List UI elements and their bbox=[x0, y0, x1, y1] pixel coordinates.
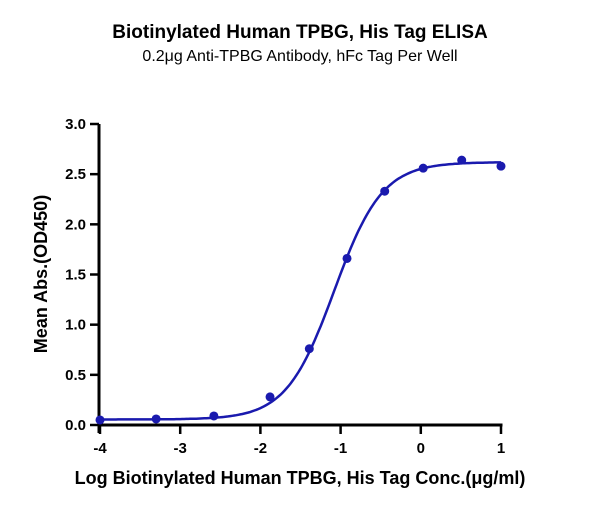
y-tick-label: 2.5 bbox=[65, 166, 86, 183]
data-point bbox=[95, 415, 105, 425]
y-tick-label: 1.0 bbox=[65, 317, 86, 334]
x-tick-label: 1 bbox=[497, 440, 505, 457]
data-point bbox=[265, 392, 275, 402]
data-point bbox=[209, 411, 219, 421]
y-tick-label: 1.5 bbox=[65, 267, 86, 284]
data-point bbox=[418, 163, 428, 173]
x-tick-label: -4 bbox=[93, 440, 107, 457]
x-tick-label: 0 bbox=[417, 440, 425, 457]
x-tick-label: -2 bbox=[254, 440, 267, 457]
x-tick-label: -1 bbox=[334, 440, 347, 457]
fit-curve bbox=[100, 161, 501, 421]
data-point bbox=[380, 186, 390, 196]
y-tick-label: 3.0 bbox=[65, 116, 86, 133]
data-point bbox=[304, 344, 314, 354]
y-axis-label: Mean Abs.(OD450) bbox=[31, 195, 51, 353]
y-tick-label: 2.0 bbox=[65, 216, 86, 233]
data-point bbox=[496, 161, 506, 171]
data-point bbox=[342, 253, 352, 263]
axes: 0.0 0.5 1.0 1.5 2.0 2.5 3.0 -4 -3 -2 -1 0 1 bbox=[65, 116, 505, 457]
x-axis-label: Log Biotinylated Human TPBG, His Tag Con… bbox=[75, 468, 526, 488]
x-tick-label: -3 bbox=[174, 440, 187, 457]
data-point bbox=[457, 155, 467, 165]
chart-title: Biotinylated Human TPBG, His Tag ELISA bbox=[112, 22, 488, 43]
y-tick-label: 0.5 bbox=[65, 367, 86, 384]
chart-subtitle: 0.2μg Anti-TPBG Antibody, hFc Tag Per We… bbox=[142, 48, 458, 65]
data-point bbox=[151, 414, 161, 424]
y-tick-label: 0.0 bbox=[65, 417, 86, 434]
data-points bbox=[95, 155, 506, 425]
